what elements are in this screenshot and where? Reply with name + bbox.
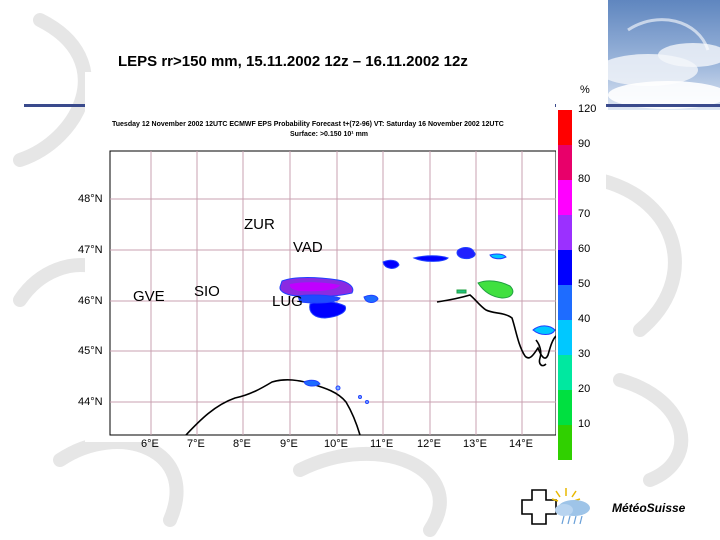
lon-label-8: 8°E: [233, 438, 251, 450]
probability-areas: [279, 247, 556, 404]
legend-color-swatch: [558, 390, 572, 425]
coastline: [185, 294, 557, 436]
lon-label-7: 7°E: [187, 438, 205, 450]
sun-icon: [551, 488, 581, 502]
meteosuisse-logo-text: MétéoSuisse: [612, 501, 686, 515]
rain-icon: [561, 515, 583, 525]
map-header-line-1: Tuesday 12 November 2002 12UTC ECMWF EPS…: [112, 121, 504, 128]
legend-level-label: 50: [578, 278, 591, 290]
prob-area-east-5: [489, 253, 507, 260]
legend-level-label: 90: [578, 138, 591, 150]
legend-level-label: 60: [578, 243, 591, 255]
lat-label-46: 46°N: [78, 295, 103, 307]
legend-color-swatch: [558, 180, 572, 215]
legend-color-swatch: [558, 145, 572, 180]
swiss-cross-outline: [521, 489, 557, 525]
legend-color-swatch: [558, 110, 572, 145]
legend-color-swatch: [558, 250, 572, 285]
legend-unit: %: [580, 84, 590, 96]
prob-area-green: [477, 280, 514, 299]
prob-area-small-green: [456, 289, 467, 294]
legend-level-label: 40: [578, 313, 591, 325]
city-label-zur: ZUR: [244, 216, 275, 233]
prob-area-adriatic: [532, 325, 556, 335]
prob-area-east-3: [412, 255, 449, 262]
lon-label-14: 14°E: [509, 438, 533, 450]
legend-color-swatch: [558, 215, 572, 250]
prob-area-south-1: [303, 379, 321, 387]
lon-label-6: 6°E: [141, 438, 159, 450]
lon-label-12: 12°E: [417, 438, 441, 450]
prob-area-dot-2: [358, 395, 362, 399]
city-label-lug: LUG: [272, 293, 303, 310]
legend-color-swatch: [558, 425, 572, 460]
lon-label-11: 11°E: [370, 438, 394, 450]
legend-level-label: 80: [578, 173, 591, 185]
prob-area-dot-1: [335, 385, 341, 391]
legend-color-swatch: [558, 320, 572, 355]
lat-label-44: 44°N: [78, 396, 103, 408]
prob-area-dot-3: [365, 400, 369, 404]
meteosuisse-logo: [521, 488, 590, 525]
map-panel: [85, 72, 555, 442]
prob-area-lugano-2: [297, 294, 341, 304]
city-label-vad: VAD: [293, 239, 323, 256]
legend-level-label: 20: [578, 383, 591, 395]
prob-area-east-2: [382, 259, 400, 269]
lon-label-10: 10°E: [324, 438, 348, 450]
lon-label-13: 13°E: [463, 438, 487, 450]
legend-level-label: 120: [578, 103, 597, 115]
legend-level-label: 30: [578, 348, 591, 360]
city-label-sio: SIO: [194, 283, 220, 300]
prob-area-east-1: [363, 294, 379, 303]
legend-color-swatch: [558, 285, 572, 320]
legend-level-label: 10: [578, 418, 591, 430]
prob-area-east-4: [456, 247, 476, 259]
lat-label-47: 47°N: [78, 244, 103, 256]
legend-level-label: 70: [578, 208, 591, 220]
lon-label-9: 9°E: [280, 438, 298, 450]
slide-title: LEPS rr>150 mm, 15.11.2002 12z – 16.11.2…: [118, 53, 468, 70]
prob-area-ticino-inner: [289, 282, 340, 292]
prob-area-lugano: [309, 301, 347, 319]
city-label-gve: GVE: [133, 288, 165, 305]
sky-photo: [608, 0, 720, 110]
legend-color-swatch: [558, 355, 572, 390]
lat-label-45: 45°N: [78, 345, 103, 357]
map-header-line-2: Surface: >0.150 10¹ mm: [290, 131, 369, 138]
lat-label-48: 48°N: [78, 193, 103, 205]
